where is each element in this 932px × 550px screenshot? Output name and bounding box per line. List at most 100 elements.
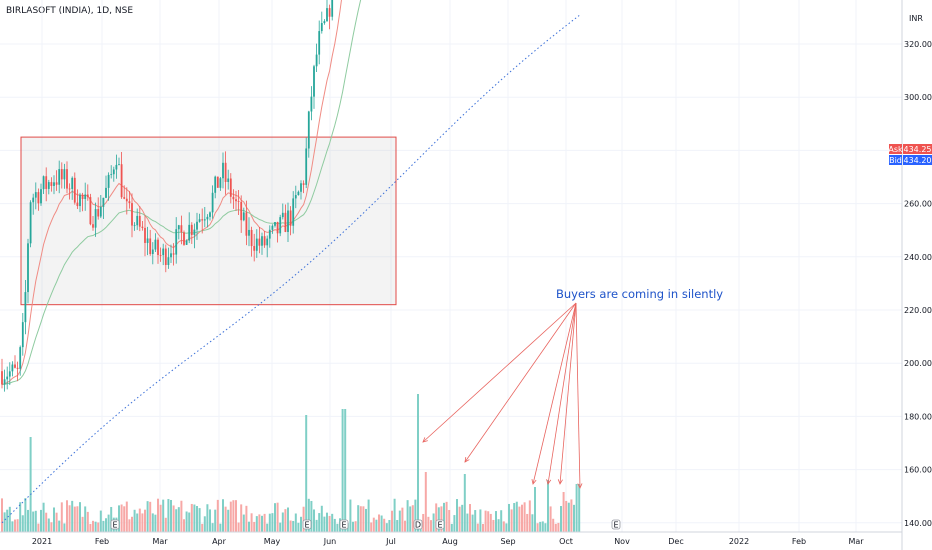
volume-bar xyxy=(565,500,568,532)
volume-bar xyxy=(427,516,430,532)
volume-bar xyxy=(450,523,453,532)
candle-body xyxy=(151,249,154,255)
volume-bar xyxy=(53,507,55,532)
event-marker xyxy=(413,519,423,530)
event-marker-label: E xyxy=(304,521,309,530)
candle-body xyxy=(27,243,29,293)
candle-body xyxy=(331,0,334,17)
volume-bar xyxy=(99,510,102,532)
bid-label: Bid xyxy=(889,156,902,165)
volume-bar xyxy=(502,521,505,532)
volume-bar xyxy=(466,513,469,532)
x-tick-label: Apr xyxy=(212,537,227,546)
annotation-arrow xyxy=(532,302,577,485)
candle-body xyxy=(149,238,152,255)
volume-bar xyxy=(396,520,399,532)
x-tick-label: Jun xyxy=(323,537,337,546)
candle-body xyxy=(266,238,269,246)
volume-bar xyxy=(430,520,432,532)
volume-bar xyxy=(575,484,578,532)
volume-bar xyxy=(89,523,92,532)
volume-bar xyxy=(245,505,248,532)
candle-body xyxy=(144,227,146,243)
candle-body xyxy=(159,255,162,256)
candle-body xyxy=(250,229,253,247)
volume-bar xyxy=(253,521,256,532)
candle-body xyxy=(19,347,22,369)
candle-body xyxy=(318,31,321,55)
volume-bar xyxy=(170,499,172,532)
volume-bar xyxy=(131,516,133,532)
volume-bar xyxy=(521,504,523,532)
volume-bar xyxy=(300,516,302,532)
candle-body xyxy=(94,209,97,228)
event-marker xyxy=(339,519,349,530)
volume-bar xyxy=(250,513,253,532)
candle-body xyxy=(73,177,76,203)
volume-bar xyxy=(258,514,261,532)
candle-body xyxy=(289,210,292,226)
candle-body xyxy=(99,206,102,217)
candle-body xyxy=(300,183,302,192)
volume-bar xyxy=(380,515,383,532)
volume-bar xyxy=(276,502,279,532)
event-marker-label: E xyxy=(437,521,442,530)
volume-bar xyxy=(29,437,32,532)
volume-bar xyxy=(107,514,110,532)
volume-bar xyxy=(515,501,518,532)
volume-bar xyxy=(229,501,232,532)
volume-bar xyxy=(279,522,282,532)
volume-bar xyxy=(16,519,19,532)
x-tick-label: Jul xyxy=(385,537,396,546)
volume-bar xyxy=(411,505,414,532)
x-tick-label: Feb xyxy=(95,537,109,546)
volume-bar xyxy=(375,519,378,532)
volume-bar xyxy=(398,510,401,532)
volume-bar xyxy=(367,499,370,532)
volume-bar xyxy=(305,415,308,532)
candle-body xyxy=(167,257,170,265)
volume-bar xyxy=(549,506,552,532)
consolidation-box xyxy=(20,136,397,306)
volume-bar xyxy=(484,510,487,532)
x-tick-label: May xyxy=(264,537,281,546)
candle-body xyxy=(50,182,53,186)
volume-bar xyxy=(6,509,9,532)
volume-bar xyxy=(14,519,16,532)
event-marker xyxy=(611,519,621,530)
annotation-arrowhead xyxy=(531,479,537,485)
y-tick-label: 180.00 xyxy=(904,412,932,421)
grid-layer xyxy=(0,0,902,532)
volume-bar xyxy=(310,500,313,532)
volume-bar xyxy=(102,520,105,532)
candle-body xyxy=(170,253,172,258)
candle-body xyxy=(188,224,191,241)
annotation-arrow xyxy=(422,302,577,443)
candle-body xyxy=(274,221,276,226)
candle-body xyxy=(313,66,315,97)
candle-body xyxy=(32,197,35,203)
x-tick-label: Mar xyxy=(848,537,864,546)
volume-bar xyxy=(323,516,326,532)
volume-bar xyxy=(34,510,37,532)
volume-bar xyxy=(495,511,497,532)
volume-bar xyxy=(458,506,461,532)
volume-bar xyxy=(336,523,339,532)
volume-bar xyxy=(125,501,128,532)
volume-bar xyxy=(86,511,89,532)
ask-value: 434.25 xyxy=(904,145,932,154)
volume-bar xyxy=(456,499,458,532)
candle-body xyxy=(242,212,245,221)
volume-bar xyxy=(159,504,162,532)
volume-bar xyxy=(471,514,474,532)
volume-bar xyxy=(492,519,495,532)
candle-body xyxy=(279,217,282,234)
y-tick-label: 220.00 xyxy=(904,306,932,315)
volume-bar xyxy=(378,514,380,532)
volume-bar xyxy=(146,501,149,532)
volume-bar xyxy=(58,520,61,532)
candle-body xyxy=(328,8,331,17)
volume-bar xyxy=(1,498,3,532)
volume-bar xyxy=(92,520,94,532)
